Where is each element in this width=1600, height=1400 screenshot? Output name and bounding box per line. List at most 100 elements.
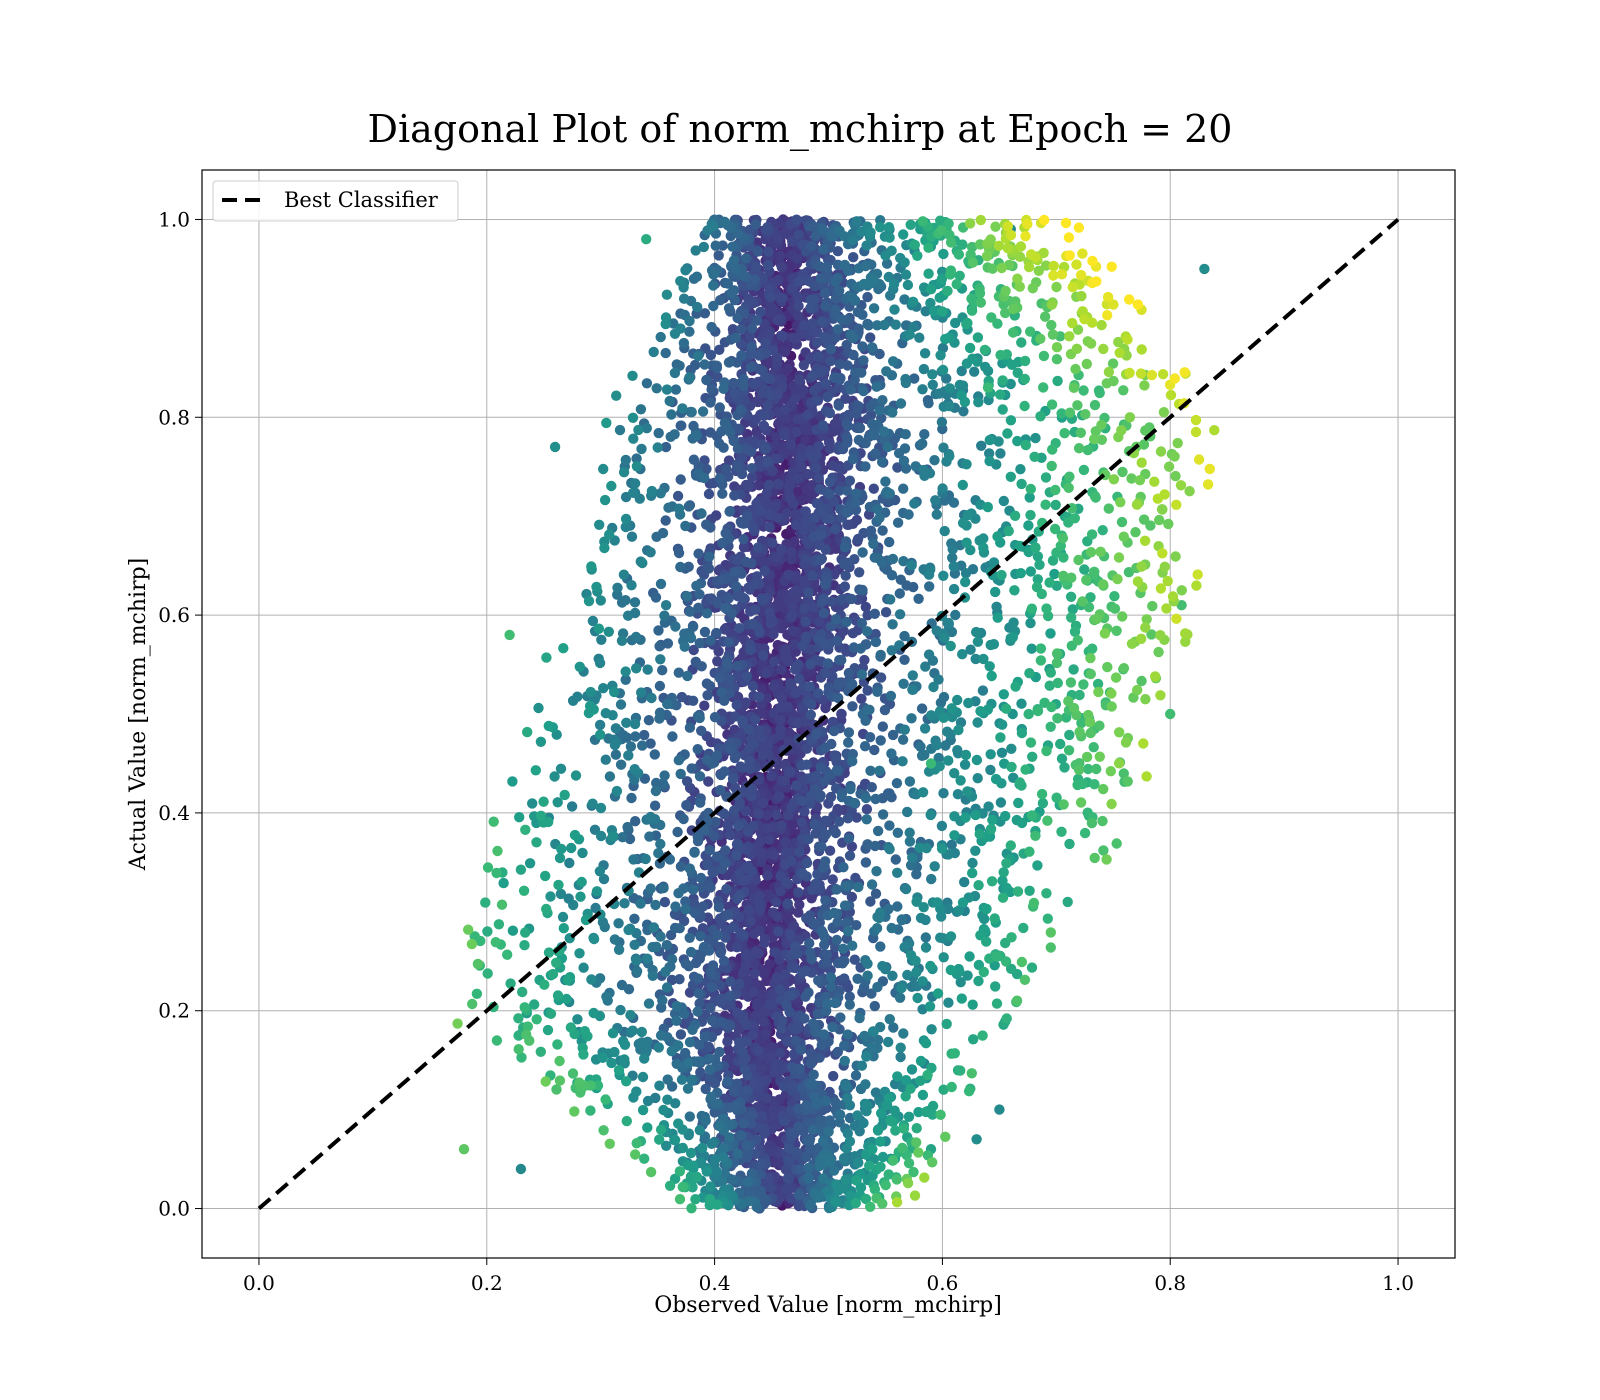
scatter-point — [865, 332, 876, 343]
scatter-point — [803, 587, 814, 598]
scatter-point — [869, 1000, 880, 1012]
scatter-point — [721, 463, 732, 475]
scatter-point — [884, 788, 895, 799]
scatter-point — [749, 274, 761, 285]
scatter-point — [724, 506, 735, 517]
scatter-point — [750, 219, 761, 230]
scatter-point — [855, 643, 866, 654]
scatter-point — [850, 497, 861, 509]
scatter-point — [807, 318, 818, 329]
scatter-point — [740, 960, 752, 971]
scatter-point — [804, 938, 815, 949]
scatter-point — [791, 253, 803, 264]
scatter-point — [801, 631, 812, 643]
scatter-point — [723, 637, 735, 648]
scatter-point — [706, 321, 717, 333]
scatter-point — [861, 804, 873, 815]
scatter-point — [857, 341, 868, 352]
scatter-point — [843, 727, 855, 738]
scatter-point — [857, 584, 868, 596]
scatter-point — [919, 429, 930, 440]
scatter-point — [779, 1115, 790, 1127]
scatter-point — [820, 300, 831, 312]
scatter-point — [696, 661, 707, 672]
scatter-point — [756, 683, 768, 694]
scatter-point — [819, 579, 831, 590]
scatter-point — [895, 574, 906, 585]
scatter-point — [853, 401, 864, 412]
scatter-point — [699, 1031, 711, 1043]
scatter-point — [649, 749, 660, 760]
scatter-point — [734, 978, 745, 990]
scatter-point — [824, 407, 836, 419]
scatter-point — [816, 504, 828, 516]
scatter-point — [822, 658, 834, 669]
scatter-point — [715, 1016, 727, 1028]
scatter-point — [809, 819, 820, 830]
scatter-point — [699, 359, 710, 370]
scatter-point — [727, 922, 738, 933]
scatter-point — [795, 461, 806, 473]
scatter-point — [777, 330, 788, 341]
scatter-point — [649, 800, 661, 811]
scatter-point — [793, 673, 805, 684]
scatter-point — [829, 997, 841, 1009]
scatter-point — [712, 929, 723, 941]
scatter-point — [675, 768, 686, 780]
scatter-point — [718, 383, 729, 394]
scatter-point — [799, 1013, 810, 1024]
scatter-point — [684, 863, 695, 874]
scatter-point — [792, 717, 804, 729]
scatter-point — [722, 1036, 733, 1047]
scatter-point — [844, 850, 856, 861]
scatter-point — [841, 881, 852, 892]
scatter-point — [841, 507, 853, 518]
scatter-point — [732, 312, 743, 324]
scatter-point — [717, 537, 728, 549]
scatter-point — [758, 1123, 770, 1135]
scatter-point — [768, 304, 779, 315]
scatter-point — [839, 558, 850, 570]
scatter-point — [699, 941, 710, 953]
scatter-point — [779, 404, 791, 415]
scatter-point — [815, 530, 826, 541]
scatter-point — [862, 685, 873, 696]
scatter-point — [870, 888, 882, 899]
scatter-point — [824, 488, 835, 500]
scatter-point — [755, 505, 766, 516]
scatter-point — [781, 1000, 792, 1011]
scatter-point — [692, 836, 704, 847]
scatter-point — [859, 741, 871, 752]
scatter-point — [884, 536, 895, 548]
scatter-point — [622, 821, 633, 833]
scatter-point — [710, 240, 721, 251]
scatter-point — [868, 483, 879, 494]
scatter-point — [726, 287, 738, 298]
scatter-point — [746, 472, 758, 483]
scatter-point — [776, 544, 787, 555]
scatter-point — [808, 918, 820, 929]
scatter-point — [789, 332, 800, 344]
scatter-point — [771, 897, 782, 908]
scatter-point — [776, 664, 787, 675]
scatter-point — [762, 399, 773, 411]
scatter-point — [813, 472, 824, 483]
scatter-point — [829, 418, 841, 429]
scatter-point — [890, 854, 901, 865]
scatter-point — [872, 686, 883, 697]
scatter-point — [738, 930, 749, 941]
scatter-point — [783, 481, 795, 492]
scatter-point — [768, 629, 779, 640]
scatter-point — [692, 1006, 703, 1017]
scatter-point — [762, 740, 774, 751]
scatter-point — [743, 905, 754, 916]
scatter-point — [788, 499, 799, 510]
scatter-point — [799, 603, 810, 614]
scatter-point — [796, 817, 808, 828]
scatter-point — [695, 872, 707, 884]
scatter-point — [675, 474, 686, 485]
scatter-point — [806, 240, 817, 252]
scatter-point — [667, 731, 678, 742]
scatter-point — [813, 975, 824, 986]
scatter-point — [844, 475, 856, 486]
